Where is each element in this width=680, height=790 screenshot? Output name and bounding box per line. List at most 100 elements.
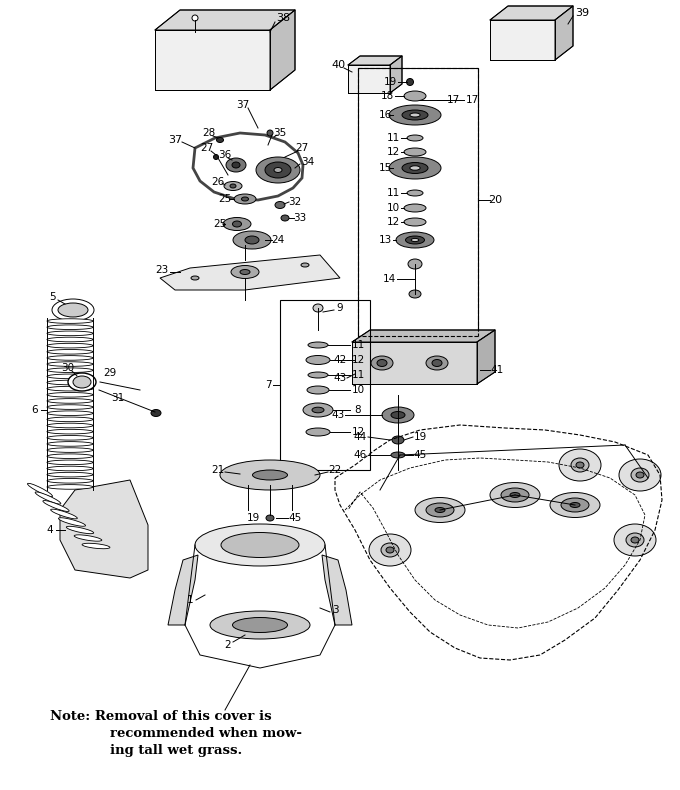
- Text: 7: 7: [265, 380, 271, 390]
- Polygon shape: [322, 555, 352, 625]
- Ellipse shape: [74, 535, 102, 541]
- Text: 20: 20: [488, 195, 502, 205]
- Ellipse shape: [389, 157, 441, 179]
- Ellipse shape: [407, 135, 423, 141]
- Ellipse shape: [308, 342, 328, 348]
- Polygon shape: [390, 56, 402, 93]
- Text: 37: 37: [237, 100, 250, 110]
- Text: 28: 28: [203, 128, 216, 138]
- Ellipse shape: [501, 488, 529, 502]
- Ellipse shape: [614, 524, 656, 556]
- Text: 16: 16: [378, 110, 392, 120]
- Ellipse shape: [391, 452, 405, 458]
- Ellipse shape: [407, 190, 423, 196]
- Ellipse shape: [381, 543, 399, 557]
- Text: 22: 22: [328, 465, 341, 475]
- Ellipse shape: [404, 218, 426, 226]
- Ellipse shape: [306, 428, 330, 436]
- Ellipse shape: [47, 331, 93, 336]
- Ellipse shape: [371, 356, 393, 370]
- Ellipse shape: [68, 373, 96, 391]
- Text: 11: 11: [352, 340, 364, 350]
- Ellipse shape: [58, 517, 86, 526]
- Ellipse shape: [47, 435, 93, 440]
- Ellipse shape: [47, 399, 93, 403]
- Ellipse shape: [191, 276, 199, 280]
- Ellipse shape: [407, 78, 413, 85]
- Ellipse shape: [47, 368, 93, 373]
- Ellipse shape: [47, 479, 93, 483]
- Text: 32: 32: [288, 197, 302, 207]
- Ellipse shape: [571, 458, 589, 472]
- Ellipse shape: [404, 204, 426, 212]
- Ellipse shape: [47, 393, 93, 397]
- Ellipse shape: [47, 460, 93, 465]
- Text: 42: 42: [333, 355, 347, 365]
- Text: 10: 10: [352, 385, 364, 395]
- Ellipse shape: [570, 502, 580, 507]
- Ellipse shape: [47, 344, 93, 348]
- Text: 8: 8: [355, 405, 361, 415]
- Ellipse shape: [308, 372, 328, 378]
- Polygon shape: [477, 330, 495, 384]
- Ellipse shape: [47, 484, 93, 489]
- Polygon shape: [60, 480, 148, 578]
- Ellipse shape: [619, 459, 661, 491]
- Ellipse shape: [231, 265, 259, 279]
- Text: 13: 13: [378, 235, 392, 245]
- Ellipse shape: [47, 417, 93, 422]
- Ellipse shape: [151, 409, 161, 416]
- Ellipse shape: [266, 515, 274, 521]
- Text: 31: 31: [112, 393, 124, 403]
- Text: 3: 3: [332, 605, 339, 615]
- Text: 27: 27: [295, 143, 309, 153]
- Text: ing tall wet grass.: ing tall wet grass.: [110, 744, 242, 757]
- Ellipse shape: [306, 356, 330, 364]
- Ellipse shape: [559, 449, 601, 481]
- Ellipse shape: [52, 299, 94, 321]
- Ellipse shape: [220, 460, 320, 490]
- Ellipse shape: [234, 194, 256, 204]
- Ellipse shape: [226, 158, 246, 172]
- Ellipse shape: [432, 359, 442, 367]
- Ellipse shape: [47, 404, 93, 409]
- Ellipse shape: [281, 215, 289, 221]
- Ellipse shape: [47, 349, 93, 354]
- Text: 11: 11: [386, 188, 400, 198]
- Ellipse shape: [47, 380, 93, 385]
- Ellipse shape: [382, 407, 414, 423]
- Ellipse shape: [303, 403, 333, 417]
- Text: 24: 24: [271, 235, 285, 245]
- Ellipse shape: [233, 231, 271, 249]
- Ellipse shape: [47, 325, 93, 329]
- Ellipse shape: [389, 105, 441, 125]
- Ellipse shape: [313, 304, 323, 312]
- Ellipse shape: [47, 448, 93, 453]
- Text: 41: 41: [490, 365, 504, 375]
- Polygon shape: [352, 342, 477, 384]
- Ellipse shape: [402, 163, 428, 174]
- Text: 43: 43: [331, 410, 345, 420]
- Ellipse shape: [415, 498, 465, 522]
- Ellipse shape: [35, 492, 61, 504]
- Ellipse shape: [216, 137, 224, 142]
- Ellipse shape: [426, 356, 448, 370]
- Ellipse shape: [47, 442, 93, 446]
- Ellipse shape: [47, 362, 93, 367]
- Bar: [358, 68, 478, 336]
- Text: 2: 2: [224, 640, 231, 650]
- Ellipse shape: [490, 483, 540, 507]
- Polygon shape: [490, 20, 555, 60]
- Ellipse shape: [275, 201, 285, 209]
- Ellipse shape: [47, 472, 93, 477]
- Ellipse shape: [631, 468, 649, 482]
- Text: 34: 34: [301, 157, 315, 167]
- Ellipse shape: [267, 130, 273, 136]
- Ellipse shape: [626, 533, 644, 547]
- Text: 40: 40: [332, 60, 346, 70]
- Ellipse shape: [404, 91, 426, 101]
- Ellipse shape: [274, 167, 282, 172]
- Ellipse shape: [410, 113, 420, 117]
- Ellipse shape: [377, 359, 387, 367]
- Ellipse shape: [195, 524, 325, 566]
